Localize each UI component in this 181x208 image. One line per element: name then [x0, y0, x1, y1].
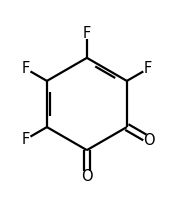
Text: O: O	[81, 168, 93, 183]
Text: F: F	[83, 26, 91, 41]
Text: F: F	[144, 61, 152, 76]
Text: F: F	[22, 61, 30, 76]
Text: F: F	[22, 132, 30, 147]
Text: O: O	[144, 132, 155, 147]
